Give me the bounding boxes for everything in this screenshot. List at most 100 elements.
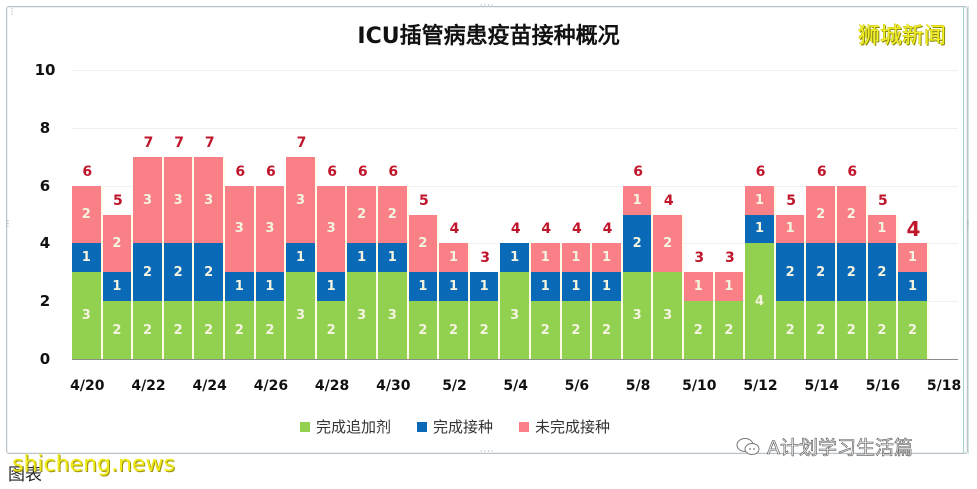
bar-segment: 1 (561, 243, 593, 273)
x-tick-label: 5/18 (926, 378, 962, 394)
bar-segment: 2 (439, 301, 470, 359)
bar-total-label: 7 (204, 134, 215, 151)
bar-segment: 2 (133, 243, 164, 302)
bar-segment: 1 (867, 214, 899, 244)
bar-total-label: 3 (725, 250, 735, 267)
x-tick-label: 4/26 (253, 378, 289, 394)
bar-segment: 2 (806, 243, 837, 302)
bar-segment: 3 (286, 156, 317, 244)
bottom-resize-handle-icon[interactable]: ···· (480, 447, 495, 456)
bar-total-label: 6 (327, 163, 337, 180)
bar-segment: 2 (806, 301, 837, 359)
corner-handle-icon[interactable]: ⋮ (8, 7, 17, 16)
bar-segment: 1 (561, 272, 593, 302)
bar-segment: 1 (347, 243, 378, 273)
bar-total-label: 5 (786, 192, 796, 209)
legend-item[interactable]: 未完成接种 (519, 416, 610, 437)
x-axis-line (72, 359, 958, 360)
right-resize-handle-icon[interactable]: ⋮ (964, 219, 973, 228)
x-tick-label: 5/14 (804, 378, 839, 394)
bar-total-label: 5 (878, 192, 888, 209)
bar-segment: 3 (72, 272, 103, 359)
legend-swatch-icon (417, 421, 428, 432)
wechat-account-name: A计划学习生活篇 (767, 437, 914, 460)
left-resize-handle-icon[interactable]: ⋮ (4, 219, 13, 228)
bar-segment: 2 (194, 243, 225, 302)
x-tick-label: 4/22 (131, 378, 166, 394)
bar-segment: 3 (286, 272, 317, 359)
bar-segment: 2 (378, 185, 409, 244)
bar-segment: 2 (592, 301, 623, 359)
bar-segment: 3 (347, 272, 378, 359)
bar-total-label: 6 (388, 163, 399, 180)
bar-segment: 2 (408, 301, 440, 359)
x-tick-label: 5/6 (564, 378, 590, 394)
bar-segment: 3 (225, 185, 256, 273)
bar-segment: 1 (898, 272, 929, 302)
legend-label: 完成追加剂 (316, 418, 392, 436)
bar-segment: 2 (102, 301, 134, 359)
bar-total-label: 4 (663, 192, 674, 209)
bar-segment: 1 (286, 243, 317, 273)
bar-segment: 2 (163, 243, 195, 302)
bar-segment: 1 (500, 243, 531, 273)
bar-segment: 1 (531, 272, 562, 302)
bar-total-label: 6 (235, 163, 246, 180)
bar-total-label: 5 (419, 192, 429, 209)
bar-total-label: 4 (541, 221, 552, 238)
bar-segment: 2 (622, 214, 654, 273)
bar-segment: 3 (316, 185, 348, 273)
bar-segment: 1 (622, 185, 654, 215)
x-tick-label: 4/30 (376, 378, 411, 394)
legend-item[interactable]: 完成追加剂 (300, 416, 391, 437)
bar-segment: 1 (592, 243, 623, 273)
bar-segment: 3 (500, 272, 531, 359)
bar-segment: 2 (72, 185, 103, 244)
bar-segment: 1 (439, 243, 470, 273)
bar-segment: 1 (592, 272, 623, 302)
bar-segment: 3 (194, 156, 225, 244)
bar-segment: 3 (133, 156, 164, 244)
figure-caption: 图表 (8, 465, 42, 485)
x-tick-label: 4/20 (70, 378, 105, 394)
bar-total-label: 6 (755, 163, 766, 180)
top-resize-handle-icon[interactable]: ···· (480, 1, 495, 10)
bar-segment: 2 (684, 301, 715, 359)
bar-segment: 3 (378, 272, 409, 359)
bar-segment: 1 (439, 272, 470, 302)
bar-segment: 2 (194, 301, 225, 359)
bar-total-label: 7 (143, 134, 154, 151)
bar-segment: 1 (531, 243, 562, 273)
legend-item[interactable]: 完成接种 (417, 416, 493, 437)
frame-resize-edge[interactable] (963, 6, 969, 454)
